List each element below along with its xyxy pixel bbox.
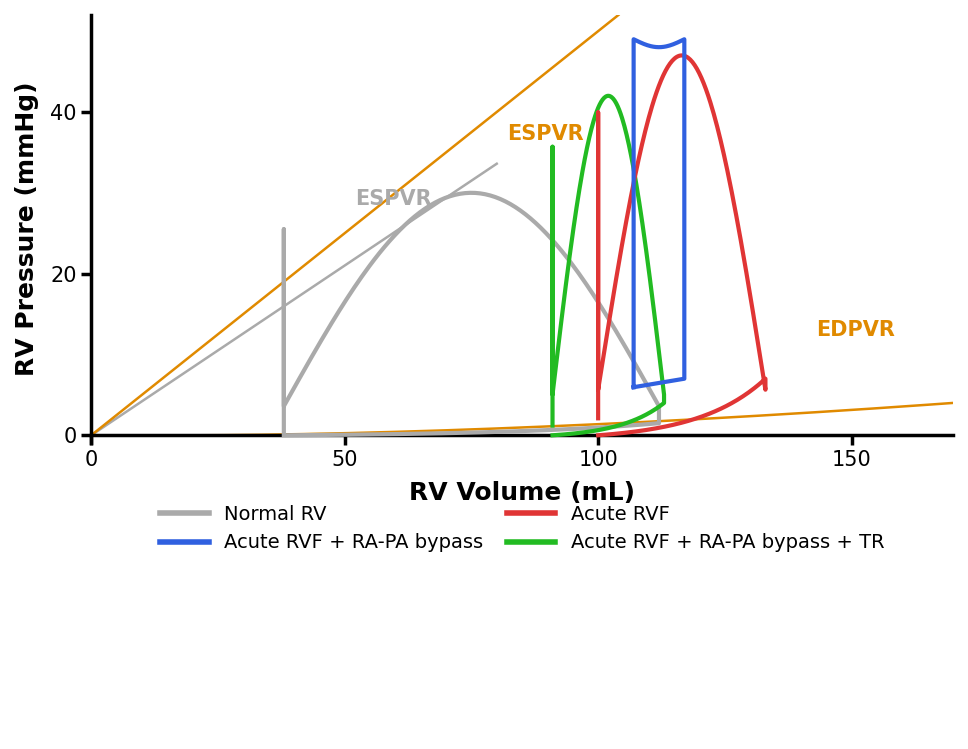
Y-axis label: RV Pressure (mmHg): RV Pressure (mmHg): [15, 82, 39, 377]
Text: ESPVR: ESPVR: [355, 189, 432, 209]
Text: ESPVR: ESPVR: [507, 124, 584, 145]
X-axis label: RV Volume (mL): RV Volume (mL): [409, 481, 635, 505]
Text: EDPVR: EDPVR: [816, 321, 895, 340]
Legend: Normal RV, Acute RVF + RA-PA bypass, Acute RVF, Acute RVF + RA-PA bypass + TR: Normal RV, Acute RVF + RA-PA bypass, Acu…: [150, 495, 894, 562]
